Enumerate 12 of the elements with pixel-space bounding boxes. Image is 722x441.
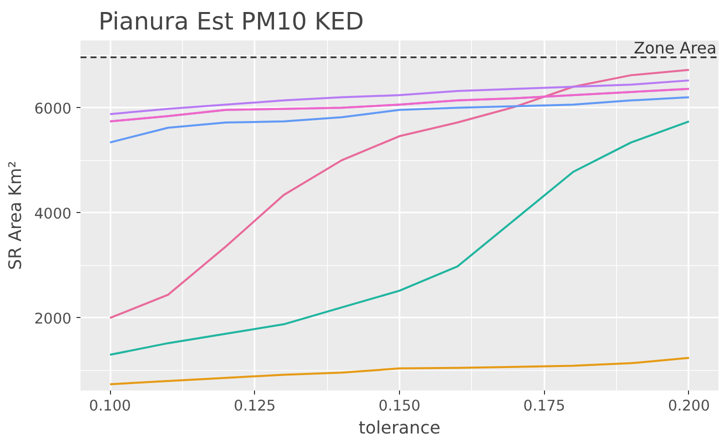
x-tick-label: 0.125 bbox=[234, 398, 276, 414]
chart-title: Pianura Est PM10 KED bbox=[98, 8, 364, 36]
x-tick-label: 0.175 bbox=[523, 398, 566, 414]
ref-line-label: Zone Area bbox=[634, 38, 716, 58]
y-tick-label: 6000 bbox=[34, 100, 72, 118]
x-tick-label: 0.150 bbox=[378, 398, 420, 414]
x-tick-label: 0.100 bbox=[89, 398, 132, 414]
x-axis-title: tolerance bbox=[358, 418, 440, 438]
x-tick-label: 0.200 bbox=[668, 398, 710, 414]
y-axis-title: SR Area Km² bbox=[6, 160, 26, 270]
y-tick-label: 2000 bbox=[34, 310, 72, 328]
y-tick-label: 4000 bbox=[34, 205, 72, 222]
